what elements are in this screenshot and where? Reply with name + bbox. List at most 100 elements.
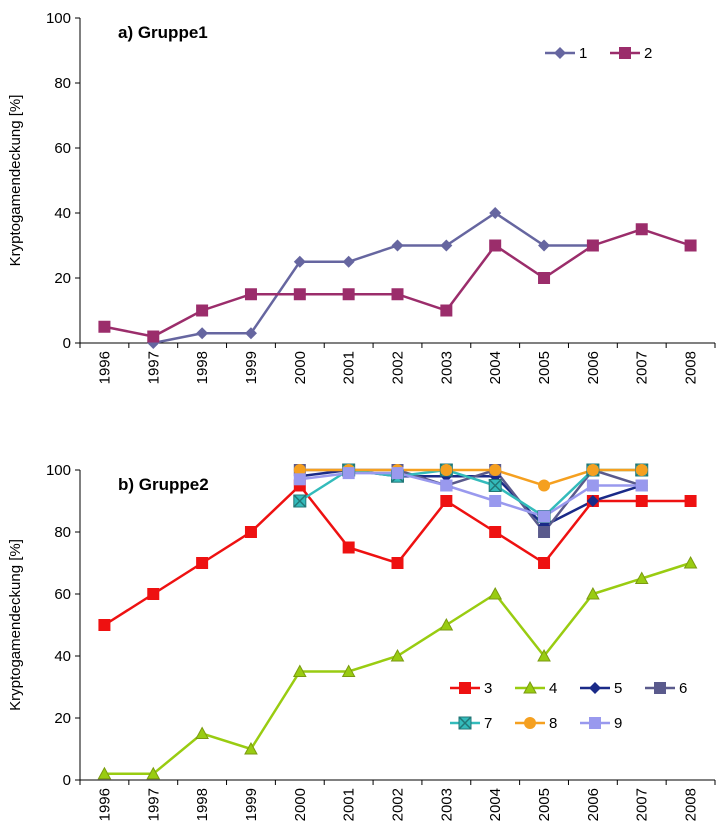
legend-marker — [619, 47, 631, 59]
legend-label: 6 — [679, 680, 687, 697]
x-tick-label: 2000 — [292, 351, 309, 384]
data-point — [635, 464, 648, 476]
data-point — [488, 586, 503, 600]
data-point — [391, 288, 404, 301]
data-point — [538, 272, 551, 284]
data-point — [293, 288, 306, 301]
y-tick-label: 60 — [54, 586, 71, 603]
data-point — [244, 288, 257, 301]
data-point — [196, 327, 209, 340]
data-point — [489, 207, 502, 219]
x-tick-label: 2008 — [683, 351, 700, 384]
y-tick-label: 80 — [54, 524, 71, 541]
marker-cross — [488, 478, 502, 493]
series-line — [104, 561, 691, 776]
legend-marker — [523, 680, 537, 694]
data-point — [489, 526, 502, 538]
y-tick-label: 40 — [54, 648, 71, 665]
y-tick-label: 20 — [54, 710, 71, 727]
legend-label: 3 — [484, 680, 492, 697]
series-line — [299, 471, 642, 518]
x-tick-label: 2007 — [634, 351, 651, 384]
x-tick-label: 2002 — [390, 351, 407, 384]
data-point — [684, 239, 697, 252]
y-axis-label: Kryptogamendeckung [%] — [7, 95, 24, 267]
data-point — [586, 464, 599, 476]
data-point — [195, 726, 209, 739]
x-tick-label: 1997 — [145, 351, 162, 384]
data-point — [196, 557, 209, 569]
data-point — [635, 495, 648, 507]
data-point — [684, 495, 697, 507]
marker-cross — [293, 494, 307, 508]
legend-label: 8 — [549, 715, 557, 732]
data-point — [391, 557, 404, 569]
y-tick-label: 100 — [46, 10, 71, 27]
data-point — [586, 239, 599, 252]
x-tick-label: 2007 — [634, 788, 651, 821]
data-point — [586, 495, 599, 507]
data-point — [538, 239, 551, 252]
chart-title: a) Gruppe1 — [118, 23, 208, 42]
data-point — [146, 766, 161, 780]
x-tick-label: 2005 — [536, 788, 553, 821]
x-tick-label: 2004 — [487, 788, 504, 821]
data-point — [391, 467, 404, 480]
x-tick-label: 2003 — [438, 788, 455, 821]
legend-label: 5 — [614, 680, 622, 697]
legend-marker — [589, 682, 601, 694]
data-point — [244, 526, 257, 538]
data-point — [244, 327, 257, 340]
legend-marker — [654, 682, 666, 694]
x-tick-label: 2006 — [585, 788, 602, 821]
data-point — [97, 766, 112, 780]
legend-label: 7 — [484, 715, 492, 732]
legend-label: 2 — [644, 45, 652, 62]
x-tick-label: 1996 — [96, 788, 113, 821]
x-tick-label: 2000 — [292, 788, 309, 821]
data-point — [635, 223, 648, 236]
data-point — [488, 478, 502, 493]
data-point — [538, 479, 551, 492]
data-point — [538, 557, 551, 569]
y-tick-label: 0 — [63, 335, 71, 352]
data-point — [586, 586, 600, 600]
data-point — [440, 464, 453, 476]
data-point — [342, 255, 355, 268]
data-point — [634, 571, 649, 584]
legend-marker — [458, 716, 472, 730]
data-point — [683, 555, 698, 569]
data-point — [196, 304, 209, 317]
x-tick-label: 1998 — [194, 351, 211, 384]
x-tick-label: 2001 — [341, 351, 358, 384]
data-point — [635, 479, 648, 492]
data-point — [489, 464, 502, 476]
data-point — [293, 464, 306, 476]
legend-label: 1 — [579, 45, 587, 62]
data-point — [440, 479, 453, 492]
y-tick-label: 80 — [54, 75, 71, 92]
data-point — [390, 648, 405, 662]
data-point — [489, 239, 502, 252]
data-point — [147, 330, 160, 343]
data-point — [293, 473, 306, 486]
x-tick-label: 2005 — [536, 351, 553, 384]
y-axis-label: Kryptogamendeckung [%] — [7, 539, 24, 711]
data-point — [293, 494, 307, 508]
legend-marker — [589, 717, 601, 729]
data-point — [538, 510, 551, 523]
x-tick-label: 1999 — [243, 351, 260, 384]
y-tick-label: 60 — [54, 140, 71, 157]
data-point — [586, 479, 599, 492]
x-tick-label: 2003 — [438, 351, 455, 384]
series-line — [103, 483, 691, 627]
data-point — [440, 495, 453, 507]
legend-marker — [459, 682, 471, 694]
data-point — [537, 648, 551, 662]
data-point — [293, 255, 306, 268]
x-tick-label: 2004 — [487, 351, 504, 384]
y-tick-label: 100 — [46, 462, 71, 479]
x-tick-label: 1999 — [243, 788, 260, 821]
data-point — [538, 526, 551, 538]
